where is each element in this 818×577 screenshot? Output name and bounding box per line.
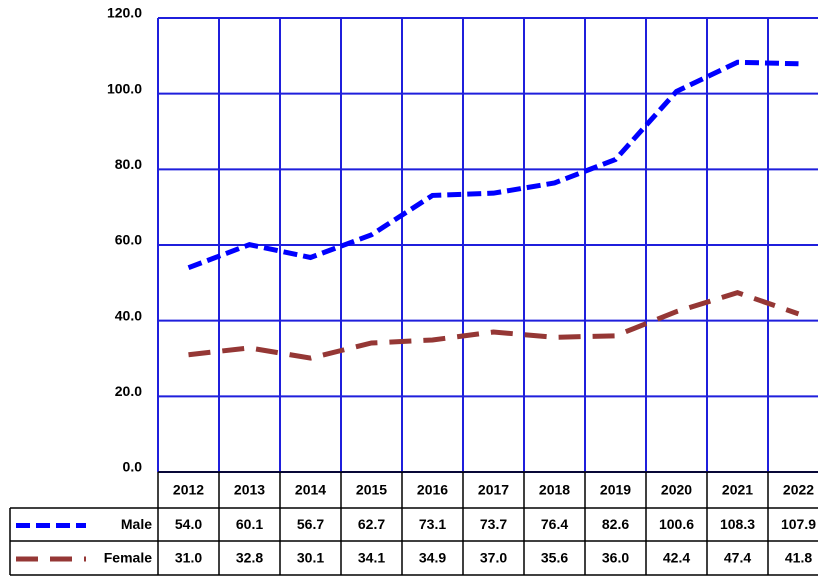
x-tick-label: 2013 (234, 482, 265, 498)
x-tick-label: 2018 (539, 482, 570, 498)
data-label: 42.4 (663, 550, 690, 566)
data-label: 100.6 (659, 516, 694, 532)
x-tick-label: 2020 (661, 482, 692, 498)
x-tick-label: 2015 (356, 482, 387, 498)
x-tick-label: 2012 (173, 482, 204, 498)
x-tick-label: 2019 (600, 482, 631, 498)
data-label: 34.1 (358, 550, 385, 566)
data-label: 31.0 (175, 550, 202, 566)
data-label: 32.8 (236, 550, 263, 566)
y-tick-label: 60.0 (115, 232, 142, 248)
data-label: 60.1 (236, 516, 263, 532)
data-label: 47.4 (724, 550, 751, 566)
legend-label: Male (121, 516, 152, 532)
data-label: 62.7 (358, 516, 385, 532)
data-label: 30.1 (297, 550, 324, 566)
data-label: 73.1 (419, 516, 446, 532)
data-label: 41.8 (785, 550, 812, 566)
x-tick-label: 2014 (295, 482, 326, 498)
data-label: 107.9 (781, 516, 816, 532)
x-tick-label: 2017 (478, 482, 509, 498)
data-label: 54.0 (175, 516, 202, 532)
y-tick-label: 100.0 (107, 80, 142, 96)
y-tick-label: 120.0 (107, 5, 142, 21)
y-tick-label: 40.0 (115, 307, 142, 323)
series-line (187, 59, 799, 271)
x-tick-label: 2016 (417, 482, 448, 498)
y-tick-label: 20.0 (115, 383, 142, 399)
data-label: 82.6 (602, 516, 629, 532)
x-tick-label: 2021 (722, 482, 753, 498)
legend-label: Female (104, 550, 152, 566)
data-label: 76.4 (541, 516, 568, 532)
data-label: 56.7 (297, 516, 324, 532)
data-label: 73.7 (480, 516, 507, 532)
data-label: 108.3 (720, 516, 755, 532)
y-tick-label: 80.0 (115, 156, 142, 172)
data-label: 37.0 (480, 550, 507, 566)
series-line (188, 290, 800, 361)
x-tick-label: 2022 (783, 482, 814, 498)
data-label: 36.0 (602, 550, 629, 566)
data-label: 35.6 (541, 550, 568, 566)
y-tick-label: 0.0 (123, 459, 143, 475)
data-label: 34.9 (419, 550, 446, 566)
